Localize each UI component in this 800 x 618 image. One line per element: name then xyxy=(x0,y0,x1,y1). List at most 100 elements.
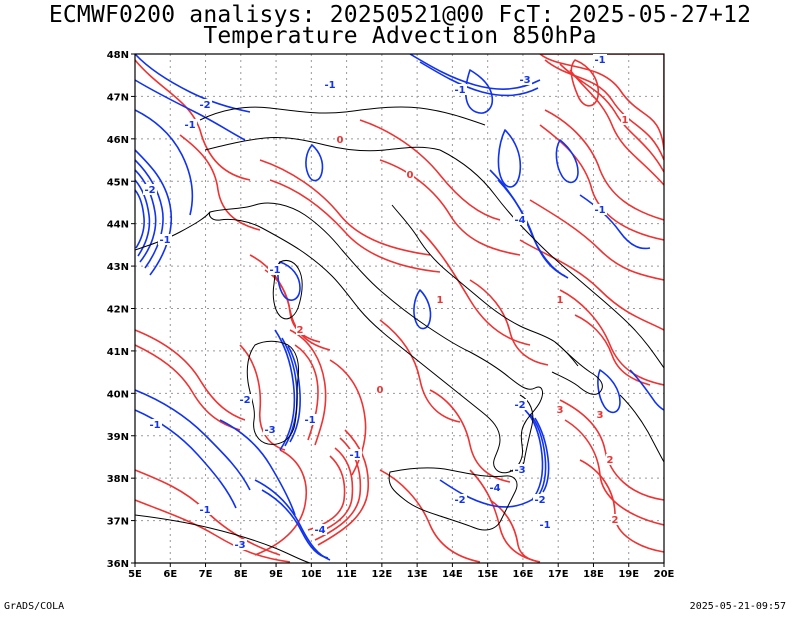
lat-tick-label: 41N xyxy=(107,347,129,358)
warm-contour xyxy=(569,69,664,186)
contour-value-label: 0 xyxy=(337,135,344,146)
contour-label-box xyxy=(323,79,337,90)
contour-value-label: -2 xyxy=(239,395,250,406)
warm-contour xyxy=(469,279,549,366)
cold-contour xyxy=(413,289,432,330)
contour-label-box xyxy=(513,399,527,410)
lat-tick-label: 39N xyxy=(107,432,129,443)
contour-value-label: -4 xyxy=(489,483,500,494)
warm-contour xyxy=(307,455,346,531)
contour-value-label: -2 xyxy=(199,100,210,111)
greek-coast xyxy=(619,394,664,463)
lat-tick-label: 46N xyxy=(107,135,129,146)
contour-value-label: -3 xyxy=(519,75,530,86)
cold-contour xyxy=(629,369,664,411)
contour-value-label: -1 xyxy=(594,205,605,216)
contour-label-box xyxy=(336,134,344,145)
contour-label-box xyxy=(596,409,604,420)
warm-contour xyxy=(135,59,251,181)
lat-tick-label: 43N xyxy=(107,262,129,273)
contour-label-box xyxy=(263,424,277,435)
lat-tick-label: 36N xyxy=(107,559,129,570)
lon-tick-label: 12E xyxy=(371,569,392,580)
warm-contour xyxy=(294,344,319,441)
contour-label-box xyxy=(453,494,467,505)
cold-contour xyxy=(135,109,194,216)
contour-label-box xyxy=(158,234,172,245)
contour-label-box xyxy=(606,454,614,465)
lon-tick-label: 16E xyxy=(513,569,534,580)
contour-value-label: -1 xyxy=(159,235,170,246)
contour-value-label: -1 xyxy=(349,450,360,461)
cold-contour xyxy=(497,179,566,277)
warm-contour xyxy=(559,399,664,501)
warm-contour xyxy=(559,289,664,386)
coastlines-borders xyxy=(135,106,664,563)
sardinia-coast xyxy=(246,340,299,445)
warm-contour xyxy=(574,314,651,386)
lat-tick-label: 40N xyxy=(107,389,129,400)
lat-tick-label: 48N xyxy=(107,50,129,61)
contour-label-box xyxy=(143,184,157,195)
heel-coast xyxy=(551,341,603,395)
warm-contour xyxy=(311,447,354,536)
warm-contour xyxy=(559,63,664,173)
cold-contour xyxy=(497,129,522,188)
contour-value-label: 2 xyxy=(297,325,304,336)
longitude-labels: 5E 6E 7E 8E 9E 10E 11E 12E 13E 14E 15E 16E 17E 18E 19E… xyxy=(128,569,674,580)
contour-label-box xyxy=(621,114,629,125)
cold-contour xyxy=(219,419,296,516)
footer-timestamp: 2025-05-21-09:57 xyxy=(689,601,786,612)
contour-value-label: 0 xyxy=(407,170,414,181)
contour-label-box xyxy=(556,404,564,415)
contour-label-box xyxy=(556,294,564,305)
lon-tick-label: 20E xyxy=(654,569,675,580)
contour-label-box xyxy=(533,494,547,505)
lon-tick-label: 8E xyxy=(234,569,248,580)
contour-value-label: 3 xyxy=(597,410,604,421)
warm-contour xyxy=(489,499,541,563)
contour-value-label: 3 xyxy=(557,405,564,416)
warm-contour xyxy=(179,134,261,231)
warm-contour xyxy=(135,329,246,421)
warm-advection-contours xyxy=(135,54,664,563)
cold-contour xyxy=(274,329,296,451)
french-coast xyxy=(135,211,211,251)
warm-contour xyxy=(539,124,664,241)
lon-tick-label: 11E xyxy=(336,569,357,580)
cold-contour xyxy=(534,417,550,493)
lon-tick-label: 13E xyxy=(407,569,428,580)
contour-value-label: -4 xyxy=(514,215,525,226)
contour-label-box xyxy=(268,264,282,275)
alps-border-north xyxy=(199,106,486,126)
cold-contour xyxy=(597,369,621,414)
warm-contour xyxy=(519,239,664,331)
warm-contour xyxy=(239,344,286,451)
contour-label-box xyxy=(593,54,607,65)
warm-contour xyxy=(544,109,664,221)
cold-contour xyxy=(135,389,251,491)
contour-value-label: -2 xyxy=(144,185,155,196)
contour-value-label: -1 xyxy=(539,520,550,531)
cold-contour xyxy=(261,489,329,559)
contour-value-label: -1 xyxy=(594,55,605,66)
contour-value-label: -1 xyxy=(184,120,195,131)
chart-title: ECMWF0200 analisys: 20250521@00 FcT: 202… xyxy=(48,2,752,28)
warm-contour xyxy=(264,269,321,343)
warm-contour xyxy=(259,159,431,256)
contour-label-box xyxy=(313,524,327,535)
contour-label-box xyxy=(148,419,162,430)
contour-label-box xyxy=(198,504,212,515)
contour-value-label: -1 xyxy=(269,265,280,276)
contour-label-box xyxy=(453,84,467,95)
lat-tick-label: 37N xyxy=(107,517,129,528)
cold-contour xyxy=(305,144,324,182)
contour-label-box xyxy=(611,514,619,525)
contour-value-label: 0 xyxy=(377,385,384,396)
contour-label-box xyxy=(406,169,414,180)
warm-contour xyxy=(135,499,291,563)
contour-label-box xyxy=(198,99,212,110)
contour-value-label: -3 xyxy=(234,540,245,551)
